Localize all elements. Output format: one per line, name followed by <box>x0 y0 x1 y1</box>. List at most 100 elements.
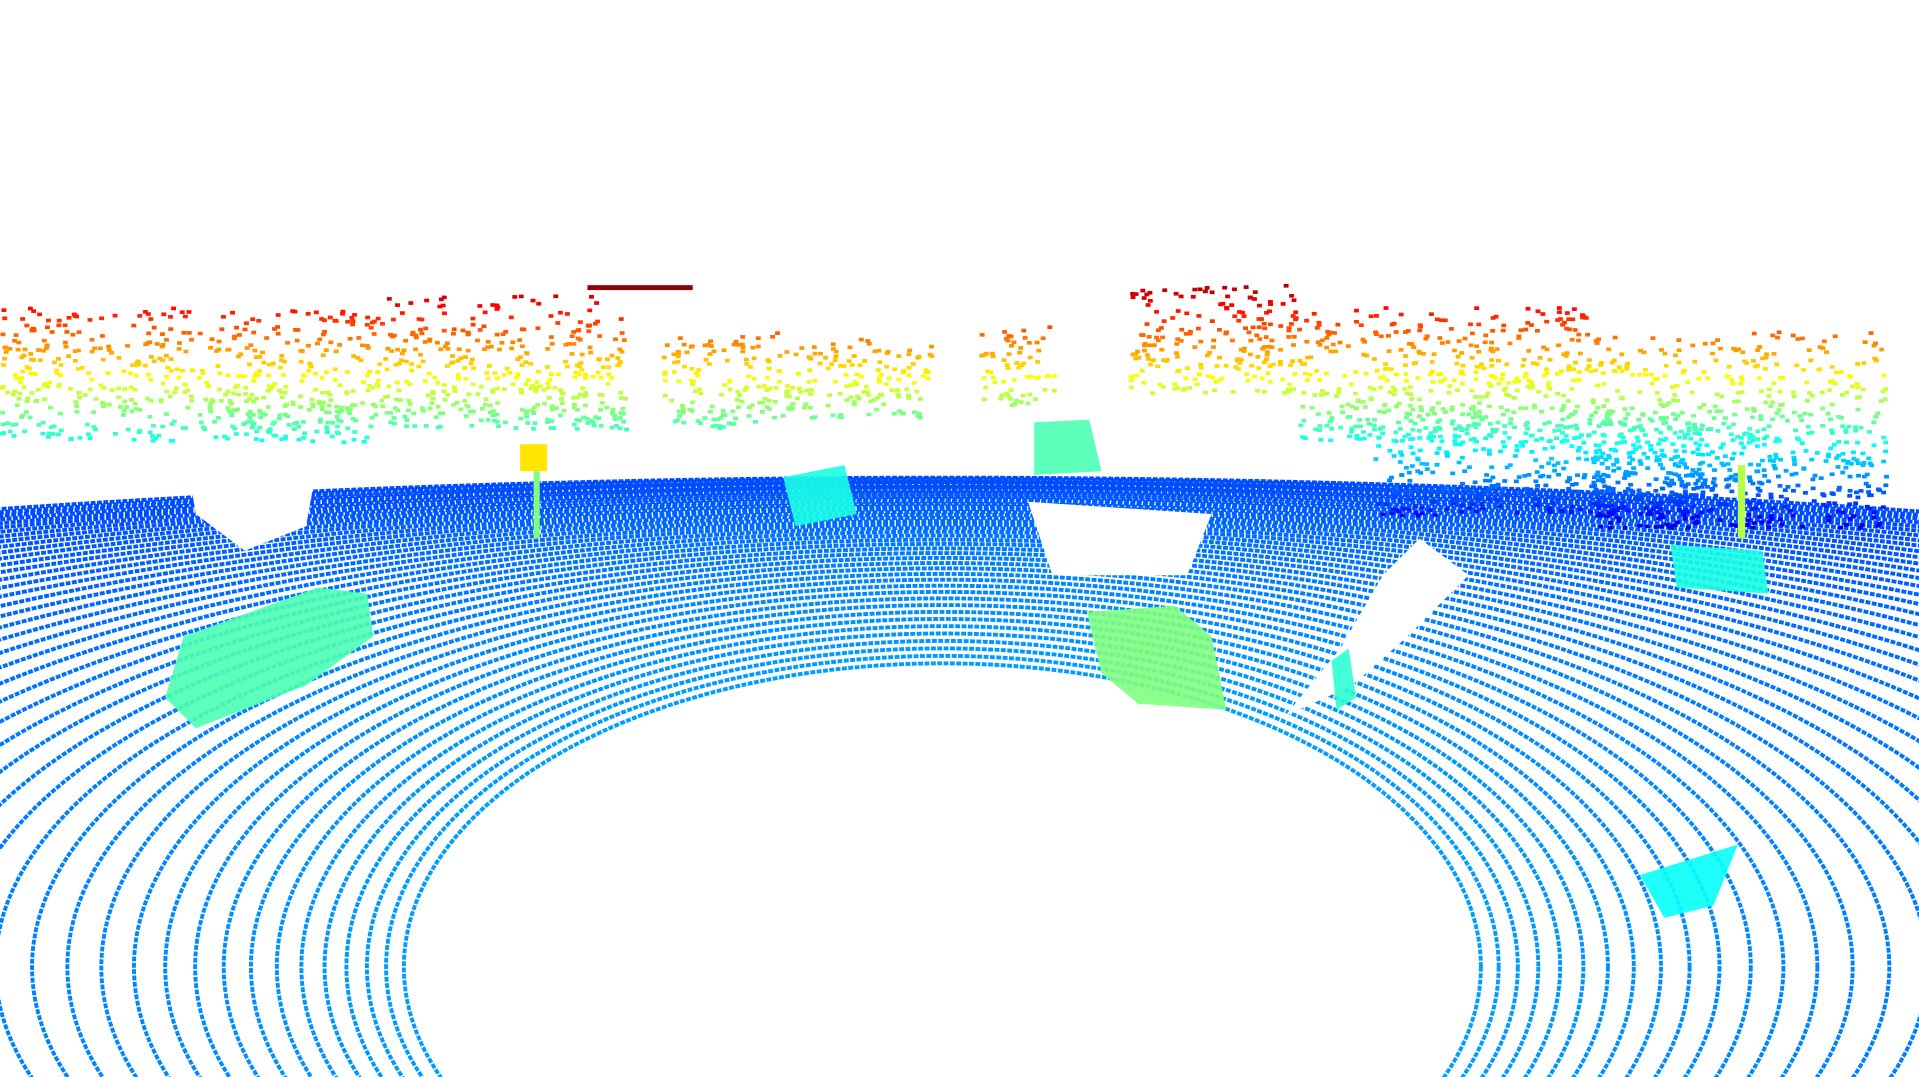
point <box>419 406 425 410</box>
point <box>512 295 518 299</box>
point <box>1447 384 1453 388</box>
point <box>1517 491 1523 496</box>
point <box>337 343 343 347</box>
point <box>1202 390 1208 395</box>
point <box>1470 502 1476 507</box>
point <box>1357 424 1363 429</box>
point <box>1455 354 1461 359</box>
point <box>1454 388 1460 393</box>
point <box>451 385 457 390</box>
point <box>1317 424 1323 428</box>
point <box>534 380 540 385</box>
point <box>1884 474 1890 479</box>
point <box>1363 371 1369 376</box>
point <box>1555 424 1561 428</box>
point <box>1267 380 1273 384</box>
point <box>1729 456 1735 461</box>
point <box>1560 406 1566 410</box>
point <box>1667 499 1673 504</box>
point <box>736 405 741 410</box>
scan-ring <box>0 507 1919 607</box>
point <box>1711 477 1717 481</box>
point <box>900 411 905 415</box>
point <box>1293 310 1299 315</box>
point <box>1006 334 1012 338</box>
point <box>188 394 194 399</box>
point <box>1871 510 1877 515</box>
point <box>1600 479 1606 484</box>
point <box>1178 339 1184 343</box>
point <box>1522 375 1528 379</box>
point <box>1315 340 1321 345</box>
point <box>1699 472 1705 476</box>
point <box>1625 361 1631 366</box>
point <box>865 392 871 397</box>
point <box>1771 459 1776 463</box>
point <box>132 387 138 392</box>
point <box>1795 483 1801 488</box>
point <box>549 372 554 376</box>
point <box>597 392 603 397</box>
point <box>13 333 19 337</box>
point <box>1663 416 1669 420</box>
point <box>163 353 169 358</box>
point <box>884 364 890 369</box>
point <box>1034 376 1040 380</box>
point <box>1840 470 1846 475</box>
point <box>1544 319 1550 324</box>
point <box>125 427 131 432</box>
point <box>677 336 683 340</box>
point <box>41 338 47 343</box>
point <box>491 418 497 423</box>
point <box>236 374 241 378</box>
point <box>236 333 242 337</box>
point <box>784 393 790 398</box>
point <box>1600 477 1606 482</box>
point <box>340 309 346 314</box>
point <box>1666 401 1672 405</box>
point <box>1469 388 1475 393</box>
point <box>350 319 356 324</box>
point <box>112 313 118 318</box>
point <box>174 367 180 372</box>
point <box>247 362 252 367</box>
point <box>250 413 256 417</box>
point <box>91 425 97 429</box>
point <box>1766 424 1772 429</box>
point <box>1483 333 1489 338</box>
point <box>562 359 568 364</box>
point <box>1606 455 1612 460</box>
point <box>1514 444 1520 448</box>
point <box>1604 398 1610 403</box>
point <box>1616 466 1622 471</box>
point <box>163 374 169 379</box>
point <box>734 398 740 402</box>
point <box>1779 522 1785 527</box>
point <box>1735 391 1741 395</box>
point <box>1572 328 1578 332</box>
point <box>346 407 352 412</box>
point <box>1438 318 1444 323</box>
point <box>133 373 139 378</box>
point <box>109 388 115 393</box>
point <box>1051 388 1057 393</box>
point <box>1267 299 1273 304</box>
point <box>730 422 736 427</box>
point <box>1589 484 1595 489</box>
point <box>1172 382 1178 386</box>
point <box>1753 364 1758 369</box>
point <box>1497 504 1503 509</box>
point <box>1700 493 1705 498</box>
point <box>812 351 818 356</box>
point <box>1533 458 1539 463</box>
point <box>337 383 343 388</box>
point <box>1512 380 1518 384</box>
point <box>677 414 682 418</box>
point <box>24 399 30 404</box>
point <box>30 326 36 331</box>
point <box>1616 519 1622 523</box>
point <box>1147 290 1153 295</box>
point <box>266 362 272 367</box>
point <box>1387 448 1393 453</box>
point <box>1760 356 1766 361</box>
